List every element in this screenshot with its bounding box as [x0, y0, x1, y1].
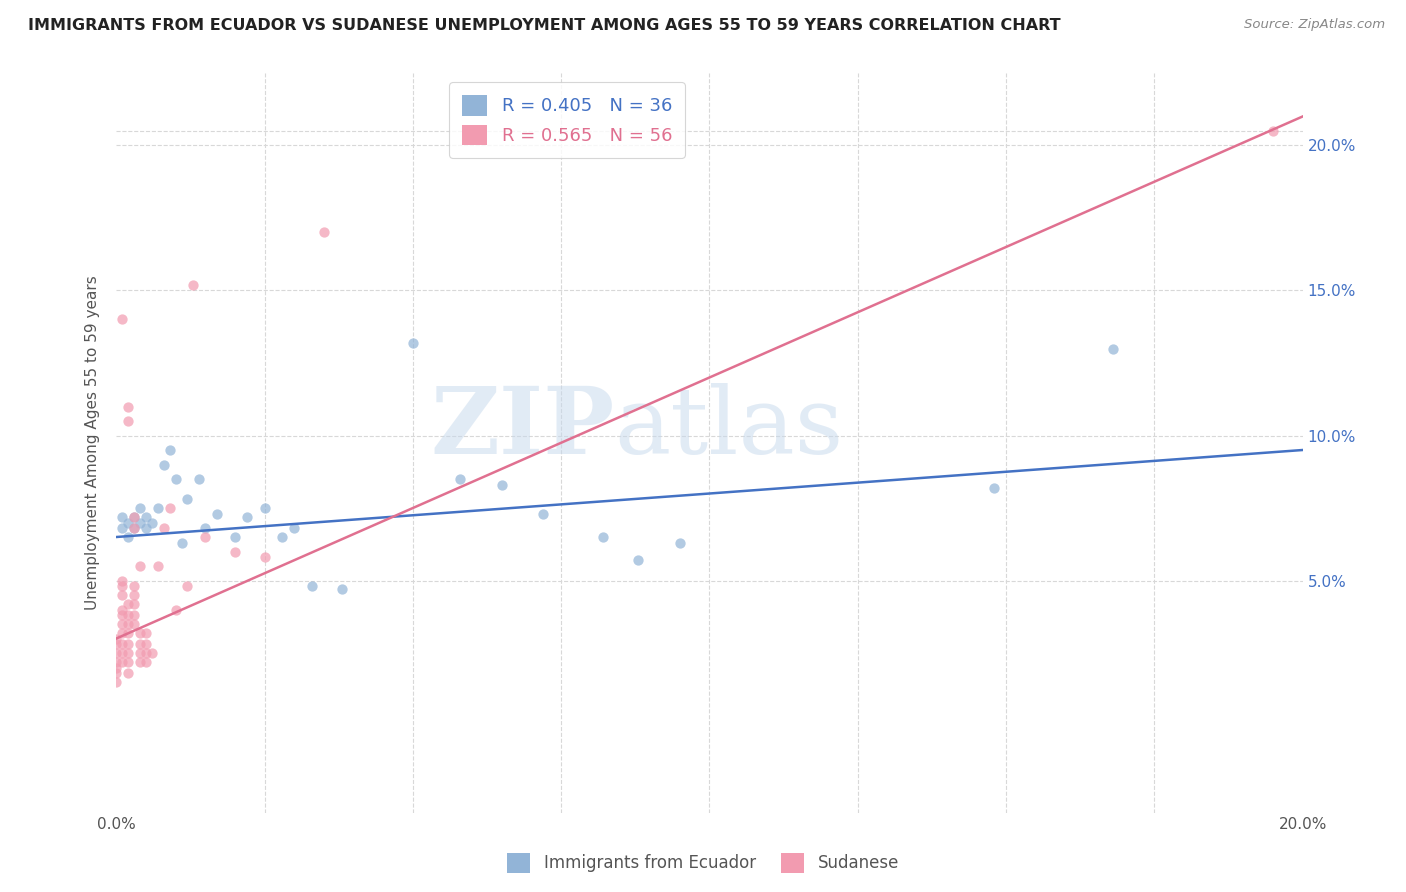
Point [194, 521, 217, 535]
Point [129, 625, 152, 640]
Point [105, 632, 128, 646]
Point [117, 617, 139, 632]
Point [105, 637, 128, 651]
Point [111, 617, 134, 632]
Point [135, 646, 157, 660]
Point [141, 516, 163, 530]
Y-axis label: Unemployment Among Ages 55 to 59 years: Unemployment Among Ages 55 to 59 years [86, 276, 100, 610]
Point [129, 646, 152, 660]
Point [111, 574, 134, 588]
Point [129, 516, 152, 530]
Point [122, 521, 145, 535]
Point [159, 442, 181, 457]
Legend: R = 0.405   N = 36, R = 0.565   N = 56: R = 0.405 N = 36, R = 0.565 N = 56 [450, 82, 685, 158]
Point [117, 655, 139, 669]
Point [122, 597, 145, 611]
Point [117, 646, 139, 660]
Point [117, 666, 139, 681]
Point [122, 509, 145, 524]
Point [111, 521, 134, 535]
Point [183, 277, 205, 292]
Point [117, 625, 139, 640]
Point [117, 530, 139, 544]
Point [111, 625, 134, 640]
Point [122, 509, 145, 524]
Point [1101, 342, 1123, 356]
Point [188, 472, 211, 486]
Point [253, 501, 276, 516]
Point [224, 544, 246, 558]
Point [122, 608, 145, 623]
Point [135, 509, 157, 524]
Point [449, 472, 471, 486]
Point [105, 655, 128, 669]
Point [111, 655, 134, 669]
Point [122, 521, 145, 535]
Point [122, 617, 145, 632]
Point [146, 559, 169, 574]
Point [983, 481, 1005, 495]
Point [122, 588, 145, 602]
Point [111, 579, 134, 593]
Legend: Immigrants from Ecuador, Sudanese: Immigrants from Ecuador, Sudanese [501, 847, 905, 880]
Point [283, 521, 305, 535]
Point [117, 608, 139, 623]
Point [402, 335, 425, 350]
Point [111, 608, 134, 623]
Point [165, 472, 187, 486]
Point [117, 516, 139, 530]
Point [312, 226, 335, 240]
Point [301, 579, 323, 593]
Point [170, 536, 193, 550]
Point [117, 400, 139, 414]
Text: IMMIGRANTS FROM ECUADOR VS SUDANESE UNEMPLOYMENT AMONG AGES 55 TO 59 YEARS CORRE: IMMIGRANTS FROM ECUADOR VS SUDANESE UNEM… [28, 18, 1060, 33]
Point [159, 501, 181, 516]
Point [146, 501, 169, 516]
Point [117, 637, 139, 651]
Point [105, 666, 128, 681]
Point [135, 521, 157, 535]
Point [111, 312, 134, 326]
Text: Source: ZipAtlas.com: Source: ZipAtlas.com [1244, 18, 1385, 31]
Point [129, 559, 152, 574]
Point [105, 646, 128, 660]
Point [105, 660, 128, 674]
Point [141, 646, 163, 660]
Point [1261, 124, 1284, 138]
Point [111, 588, 134, 602]
Point [122, 579, 145, 593]
Point [271, 530, 294, 544]
Point [135, 625, 157, 640]
Point [152, 458, 174, 472]
Text: ZIP: ZIP [430, 383, 614, 473]
Point [105, 675, 128, 690]
Point [129, 501, 152, 516]
Text: atlas: atlas [614, 383, 844, 473]
Point [111, 509, 134, 524]
Point [176, 492, 198, 507]
Point [129, 655, 152, 669]
Point [129, 637, 152, 651]
Point [194, 530, 217, 544]
Point [111, 646, 134, 660]
Point [152, 521, 174, 535]
Point [117, 414, 139, 428]
Point [176, 579, 198, 593]
Point [668, 536, 690, 550]
Point [165, 602, 187, 616]
Point [236, 509, 259, 524]
Point [111, 602, 134, 616]
Point [627, 553, 650, 567]
Point [592, 530, 614, 544]
Point [135, 655, 157, 669]
Point [491, 478, 513, 492]
Point [135, 637, 157, 651]
Point [330, 582, 353, 597]
Point [531, 507, 554, 521]
Point [253, 550, 276, 565]
Point [117, 597, 139, 611]
Point [224, 530, 246, 544]
Point [205, 507, 228, 521]
Point [111, 637, 134, 651]
